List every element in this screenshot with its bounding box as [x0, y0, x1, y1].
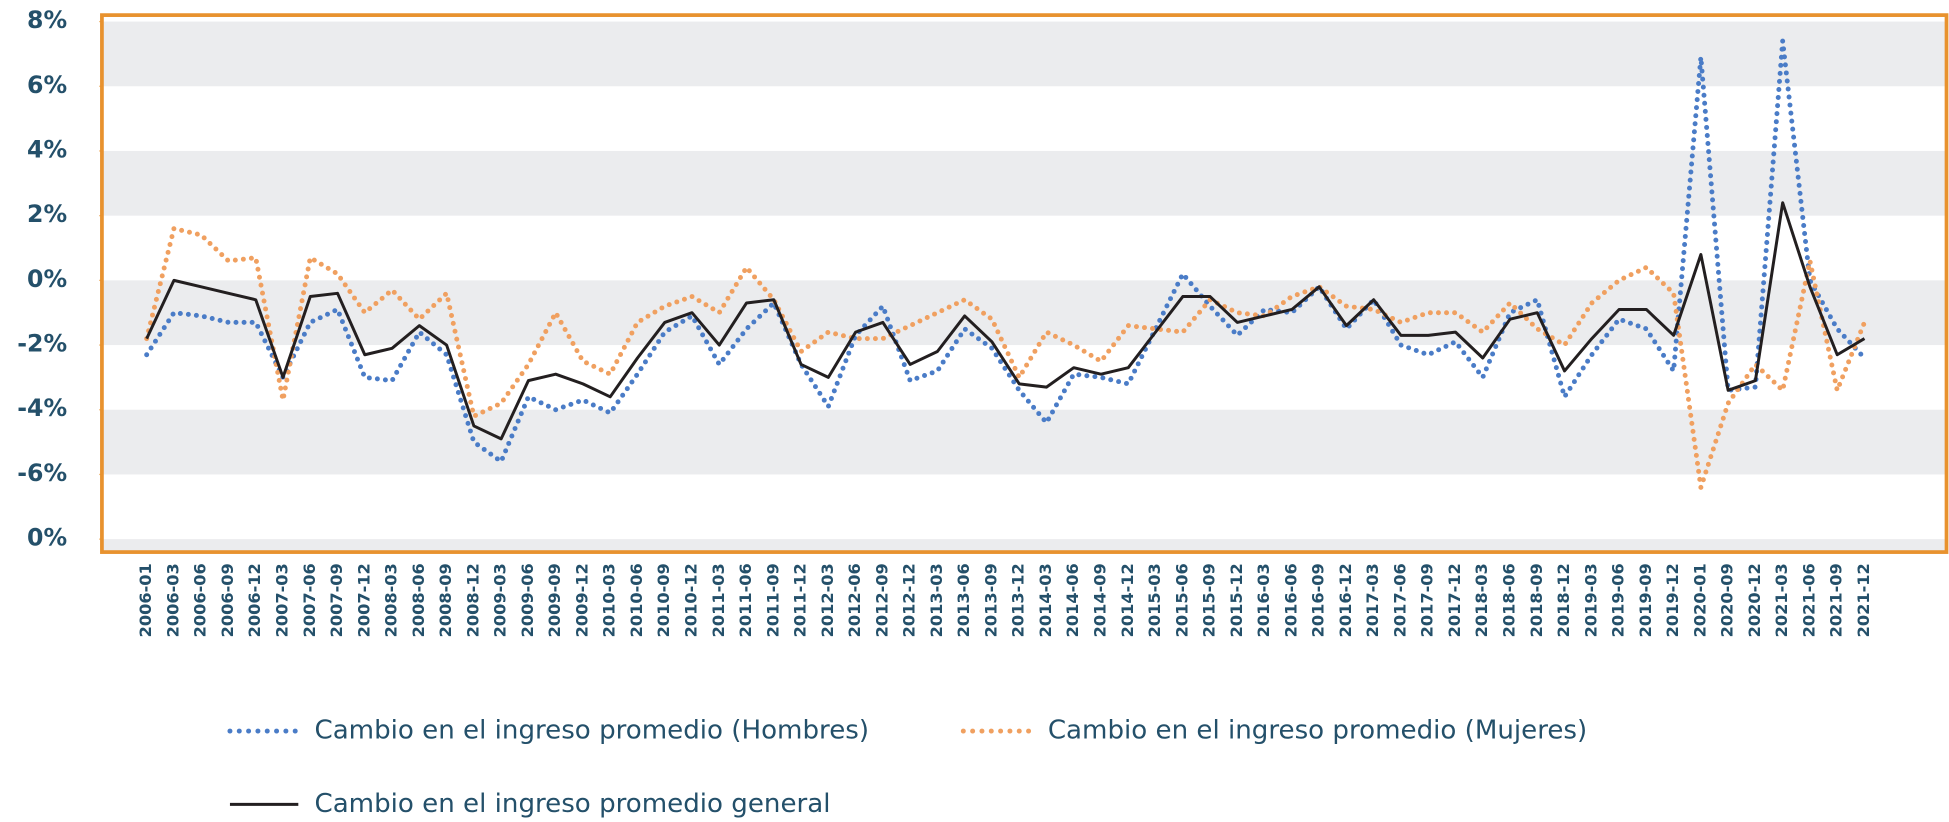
x-tick-label: 2007-06 [300, 563, 319, 637]
x-tick-label: 2020-01 [1690, 563, 1709, 637]
legend-label: Cambio en el ingreso promedio general [314, 789, 830, 819]
x-tick-label: 2013-06 [954, 563, 973, 637]
x-tick-label: 2008-03 [382, 563, 401, 637]
x-tick-label: 2017-12 [1445, 563, 1464, 637]
plot-frame [100, 13, 1949, 554]
x-tick-label: 2021-06 [1799, 563, 1818, 637]
x-tick-label: 2013-09 [981, 563, 1000, 637]
x-tick-label: 2012-06 [845, 563, 864, 637]
x-tick-label: 2016-12 [1336, 563, 1355, 637]
x-tick-label: 2021-09 [1827, 563, 1846, 637]
x-tick-label: 2020-09 [1718, 563, 1737, 637]
x-tick-label: 2017-09 [1418, 563, 1437, 637]
x-tick-label: 2009-03 [491, 563, 510, 637]
x-tick-label: 2019-06 [1609, 563, 1628, 637]
band [101, 150, 1947, 216]
x-tick-label: 2012-12 [900, 563, 919, 637]
legend-label: Cambio en el ingreso promedio (Hombres) [314, 716, 869, 746]
x-tick-label: 2010-03 [600, 563, 619, 637]
series-line [145, 201, 1866, 441]
y-tick-label: 0% [27, 265, 67, 293]
x-tick-label: 2009-12 [572, 563, 591, 637]
x-tick-label: 2020-12 [1745, 563, 1764, 637]
x-tick-label: 2011-03 [709, 563, 728, 637]
band [101, 21, 1947, 87]
y-tick-label: 0% [27, 524, 67, 552]
x-tick-label: 2013-12 [1009, 563, 1028, 637]
x-tick-label: 2015-06 [1172, 563, 1191, 637]
band [101, 539, 1947, 553]
x-tick-label: 2008-06 [409, 563, 428, 637]
x-tick-label: 2015-03 [1145, 563, 1164, 637]
y-tick-label: 4% [27, 135, 67, 163]
x-tick-label: 2010-12 [682, 563, 701, 637]
x-tick-label: 2018-03 [1472, 563, 1491, 637]
x-tick-label: 2012-03 [818, 563, 837, 637]
y-tick-label: -4% [17, 394, 67, 422]
x-tick-label: 2007-12 [354, 563, 373, 637]
x-tick-label: 2014-12 [1118, 563, 1137, 637]
y-tick-label: -2% [17, 330, 67, 358]
x-tick-label: 2018-12 [1554, 563, 1573, 637]
x-tick-label: 2009-09 [545, 563, 564, 637]
y-tick-label: 6% [27, 71, 67, 99]
y-tick-label: 2% [27, 200, 67, 228]
x-tick-label: 2021-03 [1772, 563, 1791, 637]
x-tick-label: 2008-09 [436, 563, 455, 637]
series-line [144, 38, 1867, 464]
series-line [144, 226, 1867, 490]
x-tick-label: 2006-06 [191, 563, 210, 637]
x-tick-label: 2007-09 [327, 563, 346, 637]
x-tick-label: 2019-12 [1663, 563, 1682, 637]
x-tick-label: 2016-03 [1254, 563, 1273, 637]
x-tick-label: 2009-06 [518, 563, 537, 637]
x-tick-label: 2007-03 [273, 563, 292, 637]
legend-label: Cambio en el ingreso promedio (Mujeres) [1048, 716, 1587, 746]
x-tick-label: 2018-09 [1527, 563, 1546, 637]
x-tick-label: 2019-09 [1636, 563, 1655, 637]
x-tick-label: 2014-09 [1091, 563, 1110, 637]
x-tick-label: 2008-12 [463, 563, 482, 637]
x-tick-label: 2006-01 [136, 563, 155, 637]
x-tick-label: 2013-03 [927, 563, 946, 637]
x-tick-label: 2021-12 [1854, 563, 1873, 637]
x-tick-label: 2012-09 [872, 563, 891, 637]
x-tick-label: 2011-06 [736, 563, 755, 637]
x-tick-label: 2011-12 [791, 563, 810, 637]
x-tick-label: 2017-06 [1390, 563, 1409, 637]
band [101, 409, 1947, 475]
x-tick-label: 2010-09 [654, 563, 673, 637]
x-tick-label: 2006-09 [218, 563, 237, 637]
x-tick-label: 2014-06 [1063, 563, 1082, 637]
x-tick-label: 2018-06 [1500, 563, 1519, 637]
x-tick-label: 2006-12 [245, 563, 264, 637]
x-tick-label: 2006-03 [163, 563, 182, 637]
x-tick-label: 2019-03 [1581, 563, 1600, 637]
x-tick-label: 2011-09 [763, 563, 782, 637]
x-tick-label: 2016-06 [1281, 563, 1300, 637]
x-tick-label: 2017-03 [1363, 563, 1382, 637]
y-tick-label: 8% [27, 6, 67, 34]
x-tick-label: 2015-09 [1200, 563, 1219, 637]
x-tick-label: 2010-06 [627, 563, 646, 637]
x-tick-label: 2015-12 [1227, 563, 1246, 637]
x-tick-label: 2016-09 [1309, 563, 1328, 637]
y-tick-label: -6% [17, 459, 67, 487]
x-tick-label: 2014-03 [1036, 563, 1055, 637]
